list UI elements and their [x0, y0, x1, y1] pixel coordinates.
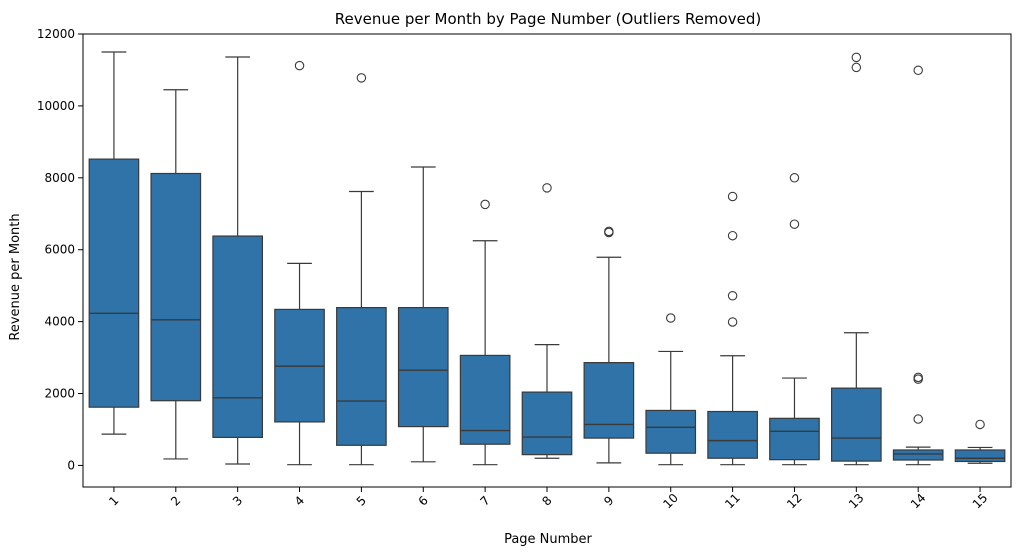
box-6	[397, 306, 449, 428]
x-tick-label: 4	[292, 493, 307, 508]
outlier-point	[604, 226, 614, 237]
outlier-point	[480, 199, 490, 210]
y-tick-label: 0	[67, 458, 75, 472]
x-tick-label: 10	[660, 491, 681, 512]
outlier-point	[851, 62, 862, 73]
outlier-point	[975, 419, 985, 430]
y-tick-label: 4000	[44, 315, 75, 329]
outlier-point	[913, 374, 923, 384]
x-tick-label: 11	[722, 491, 743, 512]
outlier-point	[789, 219, 800, 229]
outlier-point	[789, 173, 800, 183]
y-tick-label: 2000	[44, 387, 75, 401]
box-2	[150, 172, 202, 402]
x-tick-label: 5	[354, 493, 369, 508]
outlier-point	[913, 65, 923, 76]
outlier-point	[851, 52, 862, 63]
x-tick-label: 6	[416, 493, 431, 508]
outlier-point	[727, 191, 738, 202]
y-tick-label: 10000	[37, 99, 75, 113]
outlier-point	[356, 73, 367, 83]
axes-frame	[82, 33, 1012, 488]
box-11	[707, 410, 758, 459]
box-9	[583, 362, 635, 439]
y-tick-label: 6000	[44, 243, 75, 257]
box-15	[954, 449, 1006, 463]
box-7	[459, 354, 511, 445]
x-tick-label: 13	[846, 491, 867, 512]
box-8	[521, 391, 573, 456]
outlier-point	[727, 230, 738, 241]
box-14	[892, 449, 944, 461]
box-1	[88, 158, 140, 408]
outlier-point	[727, 290, 738, 301]
x-tick-label: 12	[784, 491, 805, 512]
x-tick-label: 1	[106, 493, 121, 508]
outlier-point	[913, 414, 923, 424]
y-tick-label: 8000	[44, 171, 75, 185]
box-3	[212, 235, 264, 438]
x-tick-label: 9	[601, 493, 616, 508]
y-tick-label: 12000	[37, 27, 75, 41]
box-12	[769, 417, 820, 461]
box-10	[645, 409, 697, 454]
box-13	[830, 387, 882, 462]
outlier-point	[665, 313, 676, 323]
x-tick-label: 8	[539, 493, 554, 508]
box-5	[336, 306, 387, 446]
x-tick-label: 7	[477, 493, 492, 508]
outlier-point	[294, 60, 305, 71]
x-tick-label: 15	[970, 491, 991, 512]
y-axis-label: Revenue per Month	[8, 213, 23, 340]
x-tick-label: 14	[908, 491, 929, 512]
outlier-point	[727, 317, 738, 327]
outlier-point	[542, 183, 552, 193]
chart-title: Revenue per Month by Page Number (Outlie…	[335, 10, 761, 28]
x-tick-label: 3	[230, 493, 245, 508]
x-axis-label: Page Number	[504, 532, 592, 547]
x-tick-label: 2	[168, 493, 183, 508]
